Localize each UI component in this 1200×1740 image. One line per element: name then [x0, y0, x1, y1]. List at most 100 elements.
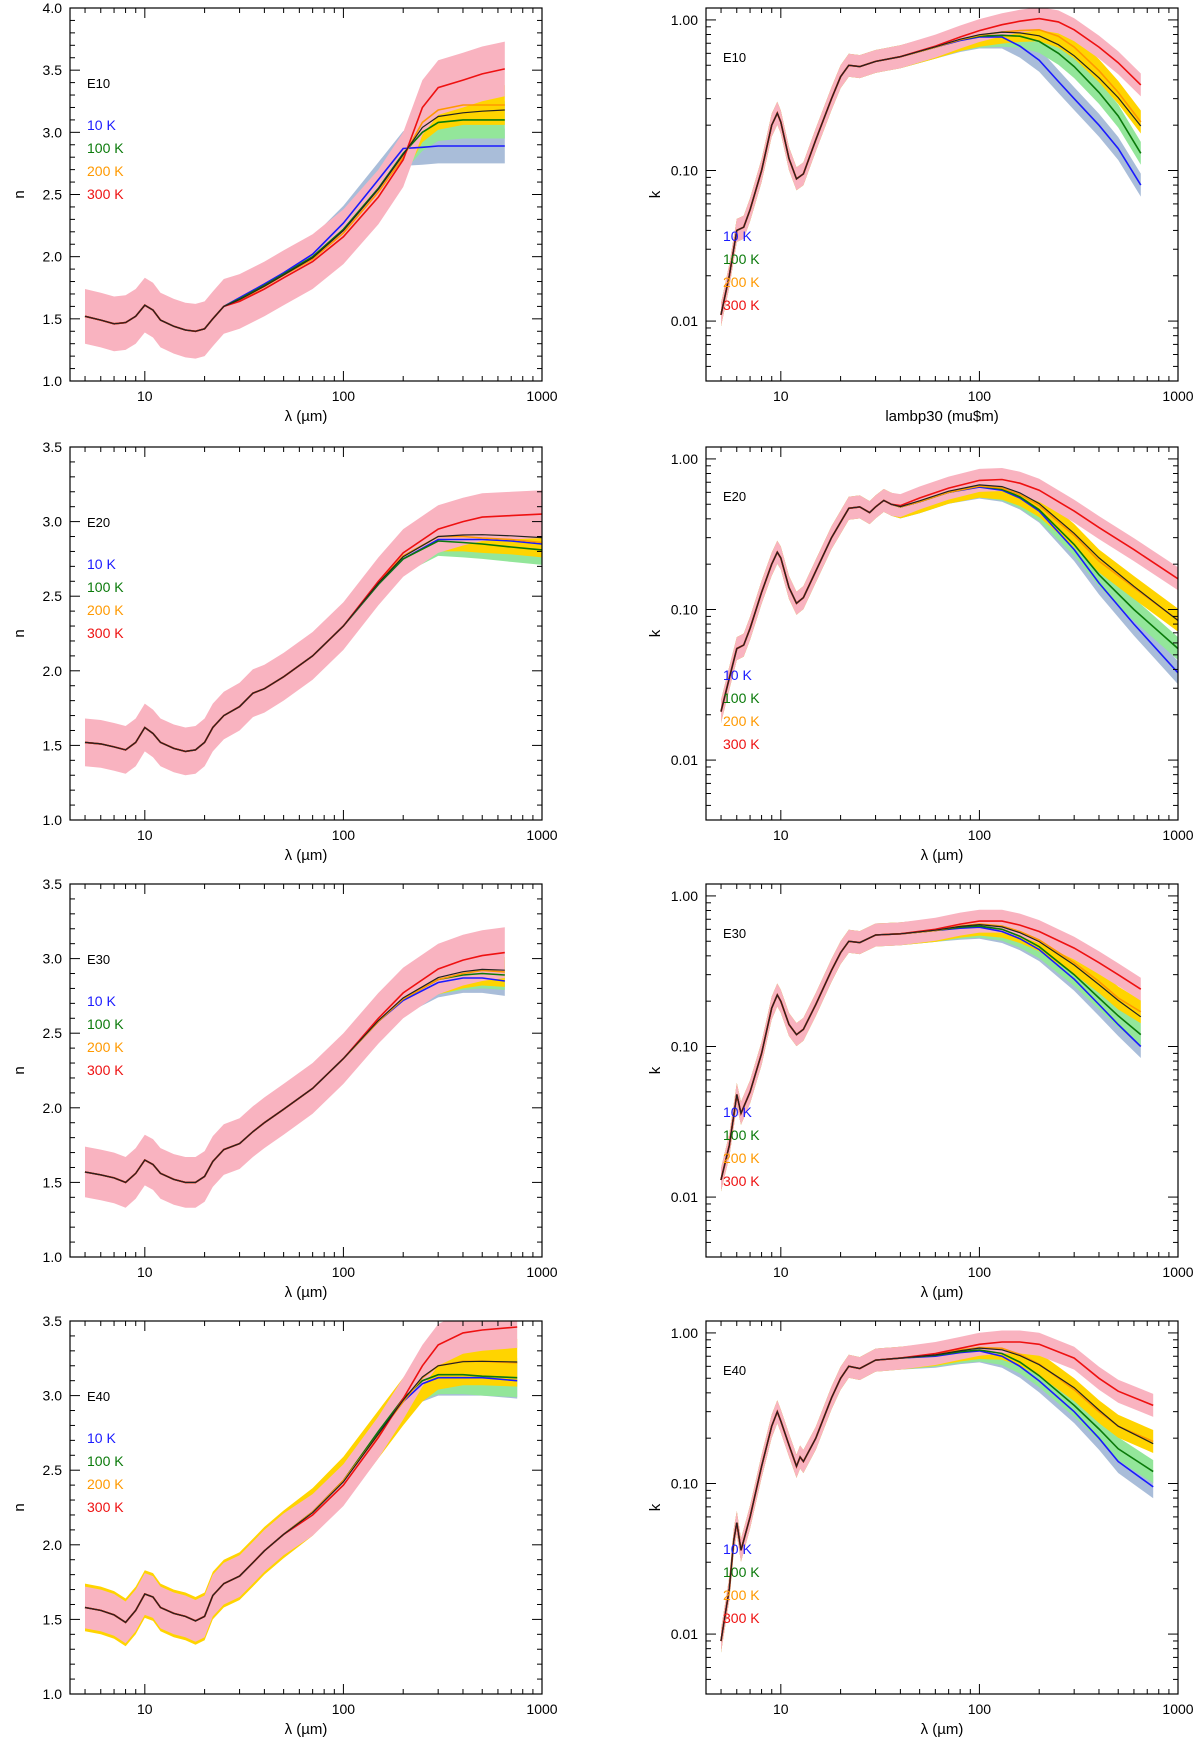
x-tick-label: 100 — [332, 388, 356, 404]
series-line-mean — [84, 968, 505, 1184]
x-tick-label: 10 — [773, 1701, 789, 1717]
y-tick-label: 2.0 — [43, 1100, 63, 1116]
y-tick-label: 0.01 — [671, 752, 698, 768]
legend-label-300k: 300 K — [87, 186, 124, 202]
axes-frame — [705, 7, 1179, 382]
series-line-mean — [84, 109, 505, 332]
band-300k — [85, 490, 542, 776]
y-tick-label: 0.01 — [671, 1626, 698, 1642]
y-tick-label: 1.5 — [43, 1611, 63, 1627]
x-axis-label: λ (µm) — [285, 1721, 328, 1738]
y-tick-label: 3.5 — [43, 439, 63, 455]
axes-frame — [69, 883, 543, 1258]
y-axis-label: n — [11, 1066, 28, 1074]
axes-frame — [705, 1320, 1179, 1695]
y-tick-label: 1.0 — [43, 373, 63, 389]
legend-label-10k: 10 K — [723, 1104, 752, 1120]
series-line-mean — [720, 484, 1178, 712]
x-axis-label: λ (µm) — [285, 408, 328, 425]
band-300k — [85, 41, 505, 359]
band-100k — [721, 1338, 1154, 1653]
panel-k-E10: 10 100 1000 0.01 0.10 1.00 lambp30 (mu$m) k E10 1… — [647, 7, 1194, 425]
legend-label-200k: 200 K — [723, 1587, 760, 1603]
panel-title: E30 — [723, 926, 746, 941]
legend-label-200k: 200 K — [87, 602, 124, 618]
y-tick-label: 2.5 — [43, 1462, 63, 1478]
x-tick-label: 100 — [332, 1264, 356, 1280]
series-line-mean — [720, 31, 1142, 315]
x-axis-label: λ (µm) — [921, 847, 964, 864]
panel-k-E30: 10 100 1000 0.01 0.10 1.00 λ (µm) k E30 10 K 100 K… — [647, 883, 1194, 1301]
band-300k — [85, 927, 505, 1208]
x-tick-label: 100 — [332, 1701, 356, 1717]
series-line-300k — [720, 1341, 1154, 1642]
series-line-mean — [84, 534, 542, 753]
x-tick-label: 10 — [773, 388, 789, 404]
panel-title: E10 — [87, 76, 110, 91]
y-tick-label: 3.5 — [43, 62, 63, 78]
y-tick-label: 1.5 — [43, 737, 63, 753]
legend-label-300k: 300 K — [723, 1173, 760, 1189]
band-10k — [721, 1339, 1154, 1653]
band-300k — [721, 1330, 1154, 1653]
y-axis-label: k — [647, 1503, 664, 1511]
y-tick-label: 0.10 — [671, 602, 698, 618]
y-tick-label: 2.5 — [43, 1025, 63, 1041]
legend-label-100k: 100 K — [723, 690, 760, 706]
y-tick-label: 1.00 — [671, 1325, 698, 1341]
y-tick-label: 3.0 — [43, 951, 63, 967]
panel-title: E40 — [723, 1363, 746, 1378]
panel-n-E30: 10 100 1000 1.0 1.5 2.0 2.5 3.0 3.5 λ (µm) n E30 10 … — [11, 876, 558, 1301]
plot-area — [84, 1321, 518, 1647]
panel-title: E40 — [87, 1389, 110, 1404]
panel-k-E20: 10 100 1000 0.01 0.10 1.00 λ (µm) k E20 10 K 100 K… — [647, 446, 1194, 864]
panel-title: E20 — [87, 515, 110, 530]
x-tick-label: 10 — [137, 388, 153, 404]
panel-n-E40: 10 100 1000 1.0 1.5 2.0 2.5 3.0 3.5 λ (µm) n E40 10 … — [11, 1313, 558, 1738]
axes-frame — [705, 446, 1179, 821]
y-tick-label: 1.0 — [43, 812, 63, 828]
legend-label-300k: 300 K — [723, 297, 760, 313]
axes-frame — [69, 1320, 543, 1695]
legend-label-100k: 100 K — [87, 1016, 124, 1032]
legend-label-10k: 10 K — [723, 228, 752, 244]
panel-n-E10: 10 100 1000 1.0 1.5 2.0 2.5 3.0 3.5 4.0 λ (µm) n E10… — [11, 0, 558, 425]
legend-label-100k: 100 K — [87, 140, 124, 156]
plot-area — [720, 909, 1142, 1192]
plot-area — [84, 490, 542, 776]
y-tick-label: 1.00 — [671, 12, 698, 28]
y-tick-label: 1.00 — [671, 451, 698, 467]
legend-label-10k: 10 K — [87, 556, 116, 572]
y-axis-label: k — [647, 1066, 664, 1074]
band-300k — [721, 8, 1141, 327]
legend-label-300k: 300 K — [723, 1610, 760, 1626]
series-line-mean — [720, 923, 1142, 1181]
axes-frame — [69, 446, 543, 821]
legend-label-300k: 300 K — [87, 625, 124, 641]
y-tick-label: 2.0 — [43, 663, 63, 679]
plot-area — [84, 41, 505, 359]
legend-label-100k: 100 K — [87, 1453, 124, 1469]
y-tick-label: 0.10 — [671, 1476, 698, 1492]
y-tick-label: 3.5 — [43, 876, 63, 892]
x-tick-label: 10 — [137, 1701, 153, 1717]
legend-label-100k: 100 K — [87, 579, 124, 595]
x-axis-label: λ (µm) — [921, 1721, 964, 1738]
y-tick-label: 3.5 — [43, 1313, 63, 1329]
y-tick-label: 2.5 — [43, 187, 63, 203]
band-200k — [85, 1337, 518, 1647]
y-tick-label: 0.01 — [671, 1189, 698, 1205]
x-axis-label: lambp30 (mu$m) — [885, 408, 998, 425]
x-tick-label: 1000 — [526, 1264, 557, 1280]
legend-label-10k: 10 K — [723, 667, 752, 683]
legend-label-300k: 300 K — [87, 1062, 124, 1078]
x-tick-label: 100 — [332, 827, 356, 843]
y-tick-label: 0.01 — [671, 313, 698, 329]
y-tick-label: 2.5 — [43, 588, 63, 604]
plot-area — [720, 1330, 1154, 1653]
y-tick-label: 1.00 — [671, 888, 698, 904]
plot-area — [720, 468, 1178, 723]
y-tick-label: 2.0 — [43, 1537, 63, 1553]
band-300k — [85, 1321, 518, 1644]
